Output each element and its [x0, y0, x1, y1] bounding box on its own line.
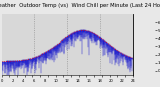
Text: 18: 18 [98, 79, 102, 83]
Text: 20: 20 [108, 79, 113, 83]
Text: 0: 0 [0, 79, 3, 83]
Text: 10: 10 [54, 79, 59, 83]
Text: 12: 12 [65, 79, 70, 83]
Text: Milwaukee Weather  Outdoor Temp (vs)  Wind Chill per Minute (Last 24 Hours): Milwaukee Weather Outdoor Temp (vs) Wind… [0, 3, 160, 8]
Text: 2: 2 [11, 79, 14, 83]
Text: 6: 6 [33, 79, 36, 83]
Text: 4: 4 [22, 79, 25, 83]
Text: 24: 24 [130, 79, 135, 83]
Text: 16: 16 [87, 79, 92, 83]
Text: 22: 22 [120, 79, 124, 83]
Text: 14: 14 [76, 79, 80, 83]
Text: 8: 8 [44, 79, 47, 83]
